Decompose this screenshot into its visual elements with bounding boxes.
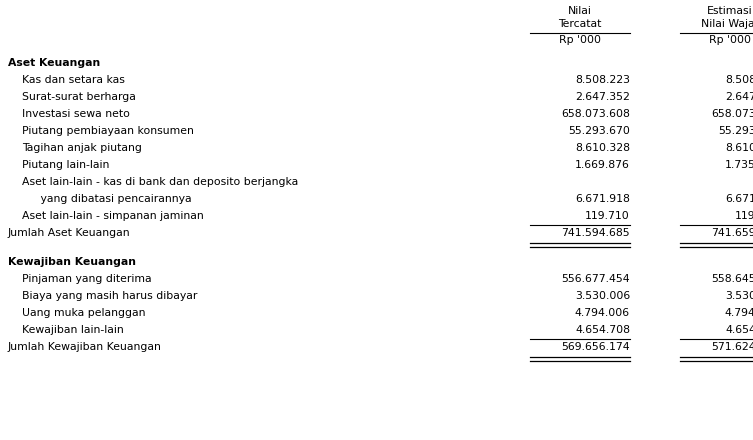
Text: Tagihan anjak piutang: Tagihan anjak piutang [22,143,142,153]
Text: 8.508.223: 8.508.223 [575,75,630,85]
Text: 119.710: 119.710 [585,211,630,221]
Text: 571.624.223: 571.624.223 [712,342,753,352]
Text: 6.671.918: 6.671.918 [575,194,630,204]
Text: 658.073.608: 658.073.608 [711,109,753,119]
Text: 4.654.708: 4.654.708 [725,325,753,335]
Text: 3.530.006: 3.530.006 [724,291,753,301]
Text: 741.594.685: 741.594.685 [562,228,630,238]
Text: Nilai Wajar: Nilai Wajar [701,19,753,29]
Text: Uang muka pelanggan: Uang muka pelanggan [22,308,145,318]
Text: Piutang pembiayaan konsumen: Piutang pembiayaan konsumen [22,126,194,136]
Text: 556.677.454: 556.677.454 [562,274,630,284]
Text: Pinjaman yang diterima: Pinjaman yang diterima [22,274,151,284]
Text: yang dibatasi pencairannya: yang dibatasi pencairannya [30,194,191,204]
Text: 658.073.608: 658.073.608 [561,109,630,119]
Text: Jumlah Kewajiban Keuangan: Jumlah Kewajiban Keuangan [8,342,162,352]
Text: 4.794.006: 4.794.006 [575,308,630,318]
Text: 569.656.174: 569.656.174 [562,342,630,352]
Text: 55.293.670: 55.293.670 [718,126,753,136]
Text: Nilai: Nilai [568,6,592,16]
Text: 8.610.328: 8.610.328 [725,143,753,153]
Text: 2.647.352: 2.647.352 [575,92,630,102]
Text: 3.530.006: 3.530.006 [575,291,630,301]
Text: Aset Keuangan: Aset Keuangan [8,58,100,68]
Text: Tercatat: Tercatat [558,19,602,29]
Text: Aset lain-lain - simpanan jaminan: Aset lain-lain - simpanan jaminan [22,211,204,221]
Text: 1.735.093: 1.735.093 [725,160,753,170]
Text: 8.610.328: 8.610.328 [575,143,630,153]
Text: Piutang lain-lain: Piutang lain-lain [22,160,109,170]
Text: 55.293.670: 55.293.670 [568,126,630,136]
Text: Kewajiban Keuangan: Kewajiban Keuangan [8,257,136,267]
Text: 1.669.876: 1.669.876 [575,160,630,170]
Text: Surat-surat berharga: Surat-surat berharga [22,92,136,102]
Text: 4.794.006: 4.794.006 [725,308,753,318]
Text: Kewajiban lain-lain: Kewajiban lain-lain [22,325,123,335]
Text: Rp '000: Rp '000 [709,35,751,45]
Text: Rp '000: Rp '000 [559,35,601,45]
Text: Estimasi: Estimasi [707,6,753,16]
Text: Investasi sewa neto: Investasi sewa neto [22,109,130,119]
Text: 4.654.708: 4.654.708 [575,325,630,335]
Text: Biaya yang masih harus dibayar: Biaya yang masih harus dibayar [22,291,197,301]
Text: Jumlah Aset Keuangan: Jumlah Aset Keuangan [8,228,130,238]
Text: 558.645.503: 558.645.503 [712,274,753,284]
Text: 119.710: 119.710 [735,211,753,221]
Text: 8.508.223: 8.508.223 [725,75,753,85]
Text: 2.647.352: 2.647.352 [725,92,753,102]
Text: 6.671.918: 6.671.918 [725,194,753,204]
Text: Kas dan setara kas: Kas dan setara kas [22,75,125,85]
Text: 741.659.902: 741.659.902 [712,228,753,238]
Text: Aset lain-lain - kas di bank dan deposito berjangka: Aset lain-lain - kas di bank dan deposit… [22,177,298,187]
